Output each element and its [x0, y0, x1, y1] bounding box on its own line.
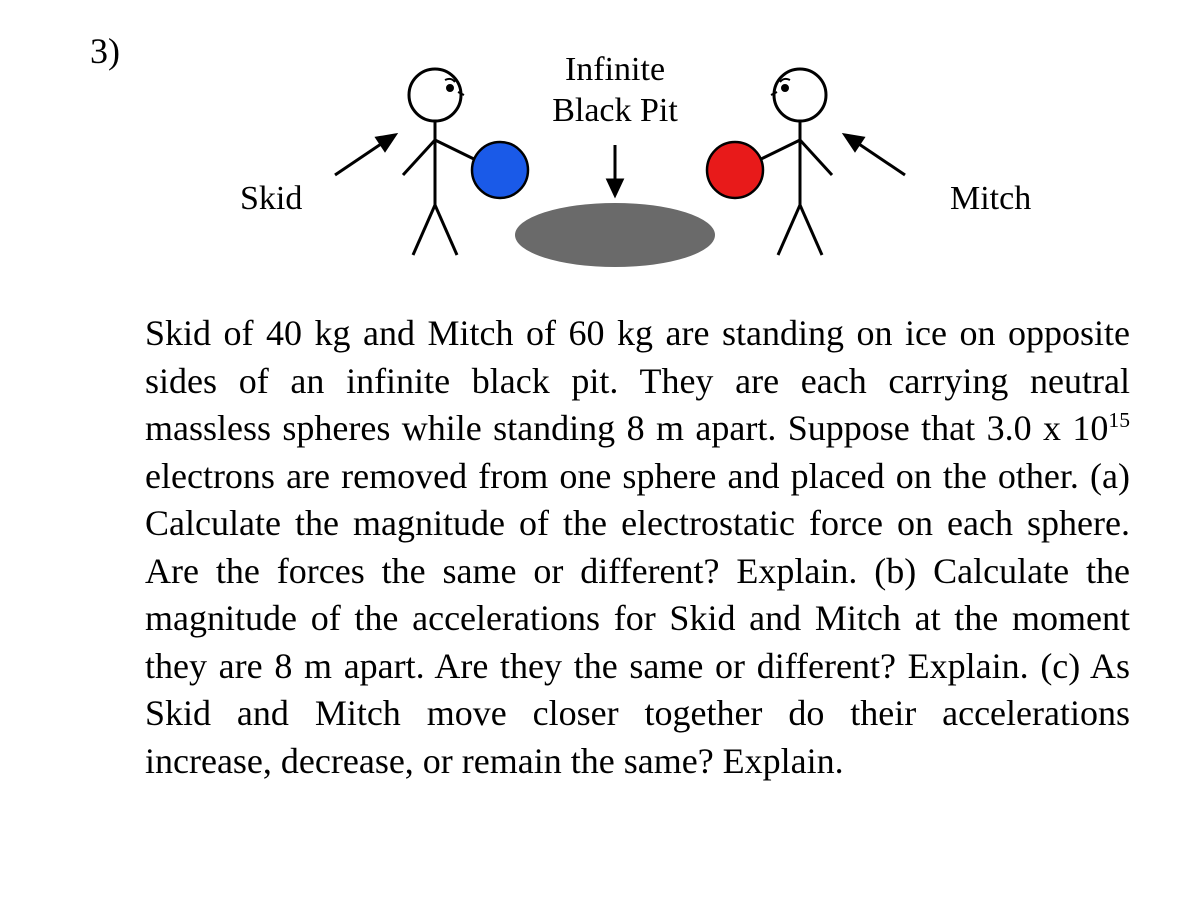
- text-part-b: electrons are removed from one sphere an…: [145, 456, 1130, 781]
- problem-text: Skid of 40 kg and Mitch of 60 kg are sta…: [90, 310, 1140, 785]
- pit-ellipse: [515, 203, 715, 267]
- pit-label-line2: Black Pit: [552, 92, 678, 129]
- pit-label: Infinite Black Pit: [552, 50, 678, 132]
- physics-diagram: Infinite Black Pit Skid Mitch: [90, 30, 1140, 290]
- exponent: 15: [1108, 408, 1130, 432]
- skid-ball: [472, 142, 528, 198]
- skid-figure: [403, 69, 480, 255]
- mitch-ball: [707, 142, 763, 198]
- pit-arrow: [608, 145, 622, 195]
- mitch-label: Mitch: [950, 180, 1031, 218]
- text-part-a: Skid of 40 kg and Mitch of 60 kg are sta…: [145, 313, 1130, 448]
- mitch-figure: [755, 69, 832, 255]
- mitch-arrow: [845, 135, 905, 175]
- skid-arrow: [335, 135, 395, 175]
- pit-label-line1: Infinite: [565, 51, 665, 88]
- skid-label: Skid: [240, 180, 302, 218]
